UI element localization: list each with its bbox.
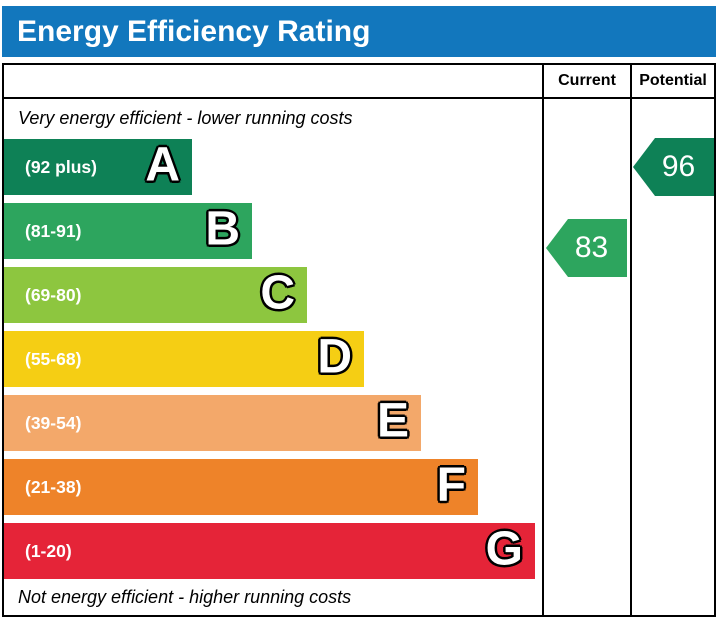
header-spacer-cell — [4, 65, 542, 99]
band-letter: C — [260, 266, 295, 320]
bottom-note: Not energy efficient - higher running co… — [18, 587, 352, 607]
title-bar: Energy Efficiency Rating — [2, 6, 716, 57]
current-arrow-polygon — [546, 219, 627, 277]
potential-arrow-shape — [633, 138, 714, 196]
band-range-label: (81-91) — [25, 220, 82, 241]
bands-area: Very energy efficient - lower running co… — [4, 99, 542, 615]
band-range-label: (92 plus) — [25, 156, 97, 177]
band-range-label: (55-68) — [25, 348, 82, 369]
potential-column-cell: 96 — [630, 99, 714, 615]
band-range-label: (1-20) — [25, 540, 72, 561]
potential-arrow-polygon — [633, 138, 714, 196]
band-row: (39-54) E — [4, 395, 421, 451]
band-row: (55-68) D — [4, 331, 364, 387]
band-range-label: (39-54) — [25, 412, 82, 433]
band-letter: A — [145, 138, 180, 192]
band-letter: G — [485, 522, 523, 576]
band-range-label: (21-38) — [25, 476, 82, 497]
page-title: Energy Efficiency Rating — [17, 14, 371, 48]
band-row: (92 plus) A — [4, 139, 192, 195]
potential-column-header: Potential — [630, 65, 714, 99]
potential-rating-value: 96 — [661, 150, 696, 183]
band-row: (69-80) C — [4, 267, 307, 323]
current-rating-arrow: 83 — [546, 219, 627, 277]
top-note: Very energy efficient - lower running co… — [18, 108, 353, 128]
band-letter: E — [376, 394, 409, 448]
band-letter: B — [205, 202, 240, 256]
current-arrow-shape — [546, 219, 627, 277]
current-column-header: Current — [542, 65, 630, 99]
band-row: (21-38) F — [4, 459, 478, 515]
band-row: (81-91) B — [4, 203, 252, 259]
current-column-cell: 83 — [542, 99, 630, 615]
epc-table: Current Potential Very energy efficient … — [2, 63, 716, 617]
band-range-label: (69-80) — [25, 284, 82, 305]
potential-rating-arrow: 96 — [633, 138, 714, 196]
band-row: (1-20) G — [4, 523, 535, 579]
band-letter: F — [436, 458, 466, 512]
current-rating-value: 83 — [574, 231, 609, 264]
band-letter: D — [317, 330, 352, 384]
